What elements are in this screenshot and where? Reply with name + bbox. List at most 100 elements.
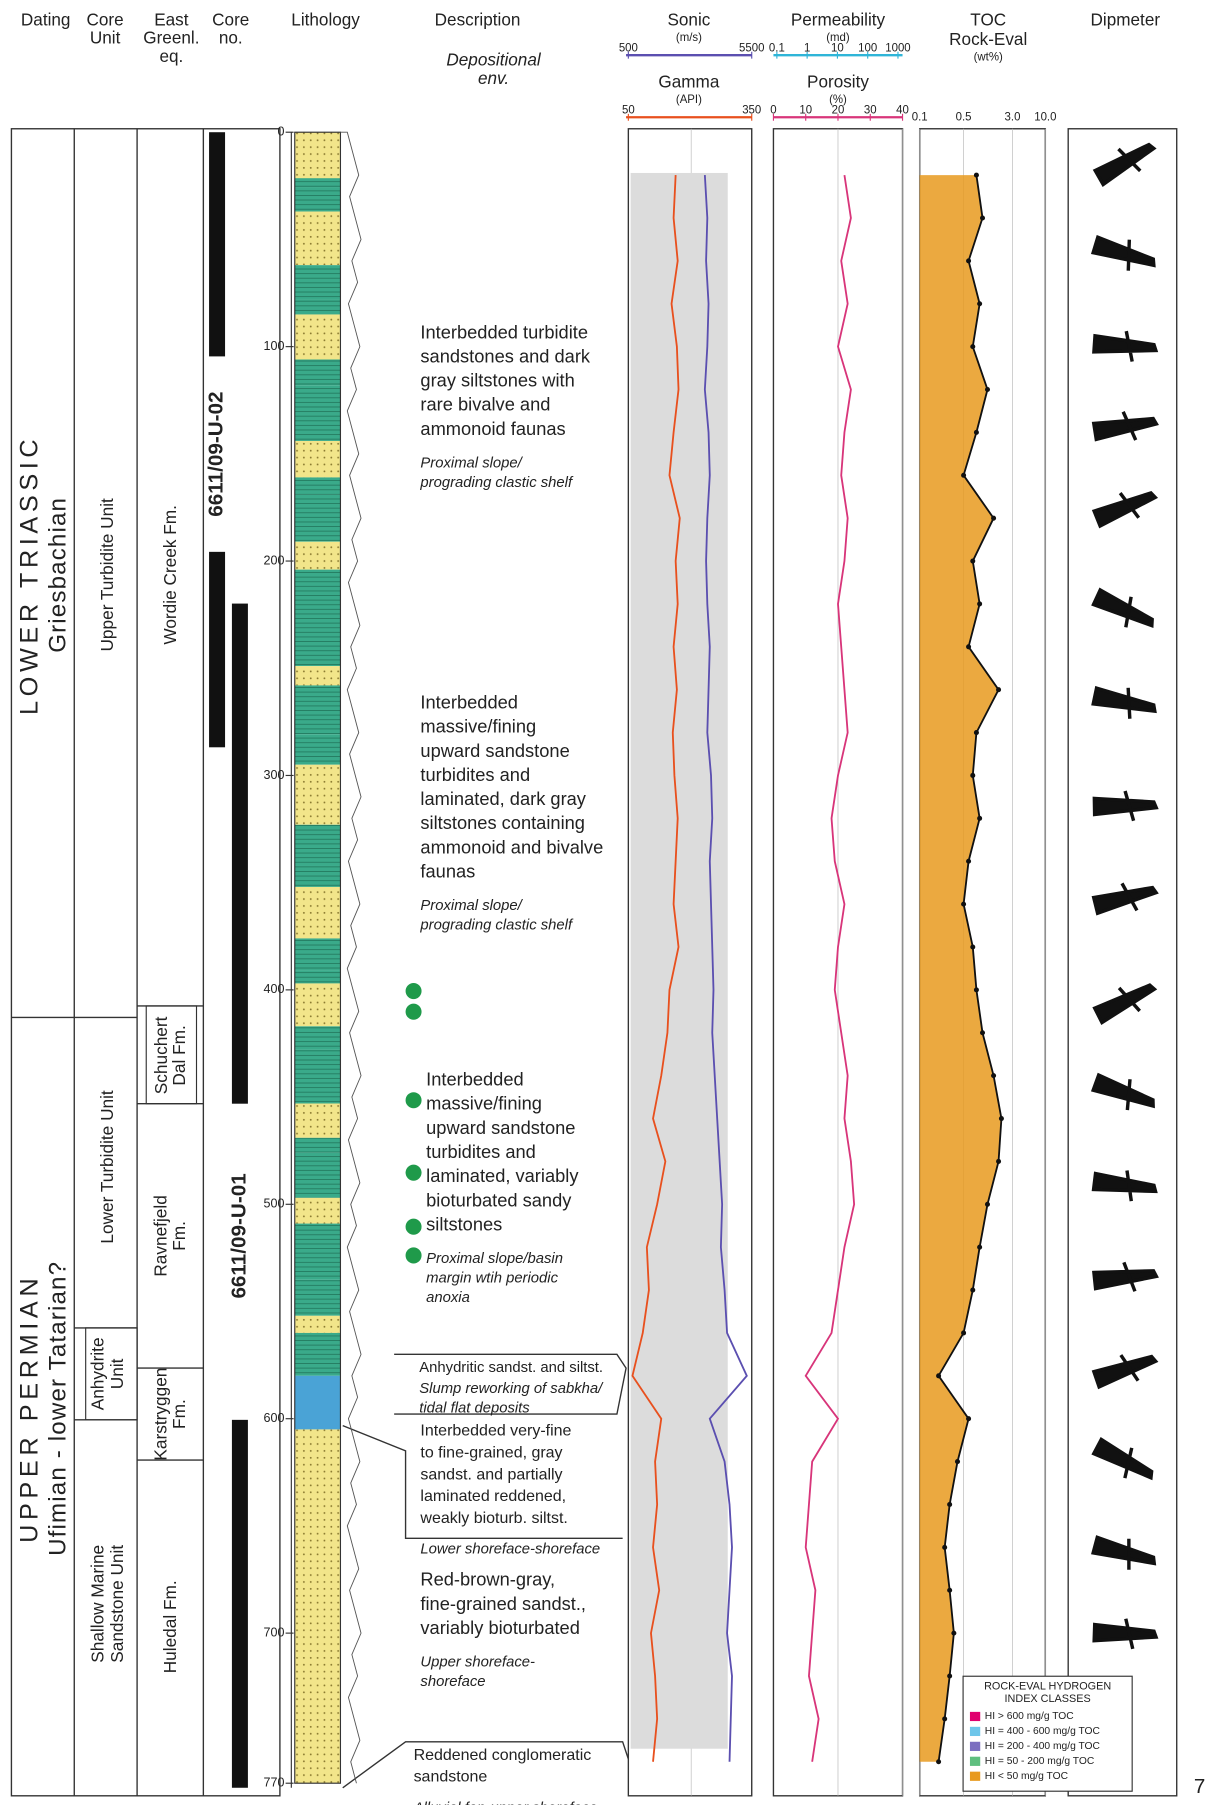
toc-sample (955, 1459, 960, 1464)
toc-sample (951, 1631, 956, 1636)
lithology-band (295, 765, 341, 825)
description-line: bioturbated sandy (426, 1189, 572, 1210)
dipmeter-icon (1091, 584, 1159, 637)
figure: DatingCoreUnitEastGreenl.eq.Coreno.Litho… (0, 0, 1211, 1805)
depth-tick-label: 700 (264, 1625, 285, 1639)
environment-line: Proximal slope/ (420, 455, 523, 471)
description-line: Red-brown-gray, (420, 1569, 555, 1590)
page: DatingCoreUnitEastGreenl.eq.Coreno.Litho… (0, 0, 1211, 1805)
toc-sample (966, 859, 971, 864)
depth-tick-label: 770 (264, 1776, 285, 1790)
header-label: eq. (159, 46, 183, 66)
core-bar (232, 604, 248, 1104)
core-unit-label: Sandstone Unit (107, 1545, 127, 1663)
toc-sample (936, 1759, 941, 1764)
description-line: sandstone (414, 1768, 488, 1786)
environment-line: Slump reworking of sabkha/ (419, 1381, 604, 1397)
track-tick-label: 500 (619, 42, 638, 54)
lithology-band (295, 359, 341, 385)
legend-title: INDEX CLASSES (1005, 1693, 1091, 1705)
track-tick-label: 100 (858, 42, 877, 54)
lithology-band (295, 570, 341, 628)
lithology-band (295, 385, 341, 441)
lithology-band (295, 735, 341, 765)
toc-sample (942, 1545, 947, 1550)
dipmeter-icon (1092, 481, 1160, 532)
track-tick-label: 50 (622, 104, 635, 116)
track-tick-label: 5500 (739, 42, 764, 54)
toc-sample (970, 344, 975, 349)
legend-swatch (970, 1772, 980, 1781)
dipmeter-icon (1094, 790, 1156, 821)
description-line: fine-grained sandst., (420, 1593, 586, 1614)
toc-sample (936, 1373, 941, 1378)
page-mark: 7 (1194, 1775, 1205, 1798)
track-tick-label: 0.1 (769, 42, 785, 54)
environment-line: Upper shoreface- (420, 1654, 535, 1670)
dipmeter-icon (1093, 329, 1157, 363)
track-subtitle: Rock-Eval (949, 29, 1027, 49)
track-tick-label: 20 (832, 104, 845, 116)
description-line: laminated reddened, (420, 1487, 566, 1505)
header-label: Dipmeter (1091, 9, 1161, 29)
dipmeter-icon (1092, 681, 1159, 723)
toc-sample (985, 1202, 990, 1207)
lithology-band (295, 188, 341, 212)
toc-sample (966, 1416, 971, 1421)
track-tick-label: 1 (804, 42, 810, 54)
toc-sample (980, 1030, 985, 1035)
track-tick-label: 40 (896, 104, 909, 116)
dipmeter-icon (1092, 974, 1160, 1029)
dipmeter-icon (1092, 876, 1159, 920)
lithology-band (295, 1429, 341, 1783)
description-line: Interbedded turbidite (420, 321, 588, 342)
dipmeter-icon (1092, 1345, 1160, 1393)
header-label: Core (87, 9, 124, 29)
description-line: massive/fining (426, 1093, 542, 1114)
environment-line: prograding clastic shelf (419, 917, 574, 933)
legend-swatch (970, 1712, 980, 1721)
track-tick-label: 10 (831, 42, 844, 54)
lithology-band (295, 441, 341, 477)
porosity-curve (806, 175, 854, 1762)
lithology-anhydrite (295, 1376, 341, 1430)
lithology-band (295, 1198, 341, 1224)
sample-marker (406, 1092, 422, 1108)
header-label: no. (219, 28, 243, 48)
lithology-band (295, 1138, 341, 1153)
dating-label: LOWER TRIASSIC (16, 435, 44, 715)
dipmeter-icon (1091, 1531, 1158, 1576)
toc-sample (966, 258, 971, 263)
header-label: Depositional (446, 49, 541, 69)
environment-line: Proximal slope/basin (426, 1251, 563, 1267)
dating-label: Ufimian - lower Tatarian? (45, 1261, 72, 1556)
lithology-band (295, 938, 341, 970)
core-unit-label: Lower Turbidite Unit (97, 1090, 117, 1244)
lithology-band (295, 983, 341, 1026)
description-line: gray siltstones with (420, 369, 574, 390)
toc-sample (974, 987, 979, 992)
description-line: upward sandstone (426, 1117, 575, 1138)
formation-label: Wordie Creek Fm. (160, 505, 180, 645)
toc-sample (974, 430, 979, 435)
description-line: laminated, variably (426, 1165, 579, 1186)
toc-sample (961, 902, 966, 907)
toc-sample (977, 816, 982, 821)
environment-line: Lower shoreface-shoreface (420, 1542, 600, 1558)
dipmeter-icon (1093, 1167, 1158, 1204)
environment-line: shoreface (420, 1674, 485, 1690)
formation-label: Schuchert (151, 1016, 171, 1094)
dipmeter-icon (1093, 1259, 1157, 1295)
lithology-band (295, 628, 341, 667)
description-line: faunas (420, 860, 475, 881)
legend-title: ROCK-EVAL HYDROGEN (984, 1680, 1111, 1692)
formation-label: Dal Fm. (169, 1025, 189, 1085)
sample-marker (406, 1247, 422, 1263)
sample-marker (406, 1219, 422, 1235)
toc-sample (947, 1588, 952, 1593)
lithology-band (295, 1224, 341, 1280)
track-tick-label: 3.0 (1005, 111, 1021, 123)
track-name: Sonic (667, 9, 710, 29)
track-tick-label: 30 (864, 104, 877, 116)
lithology-band (295, 1153, 341, 1198)
